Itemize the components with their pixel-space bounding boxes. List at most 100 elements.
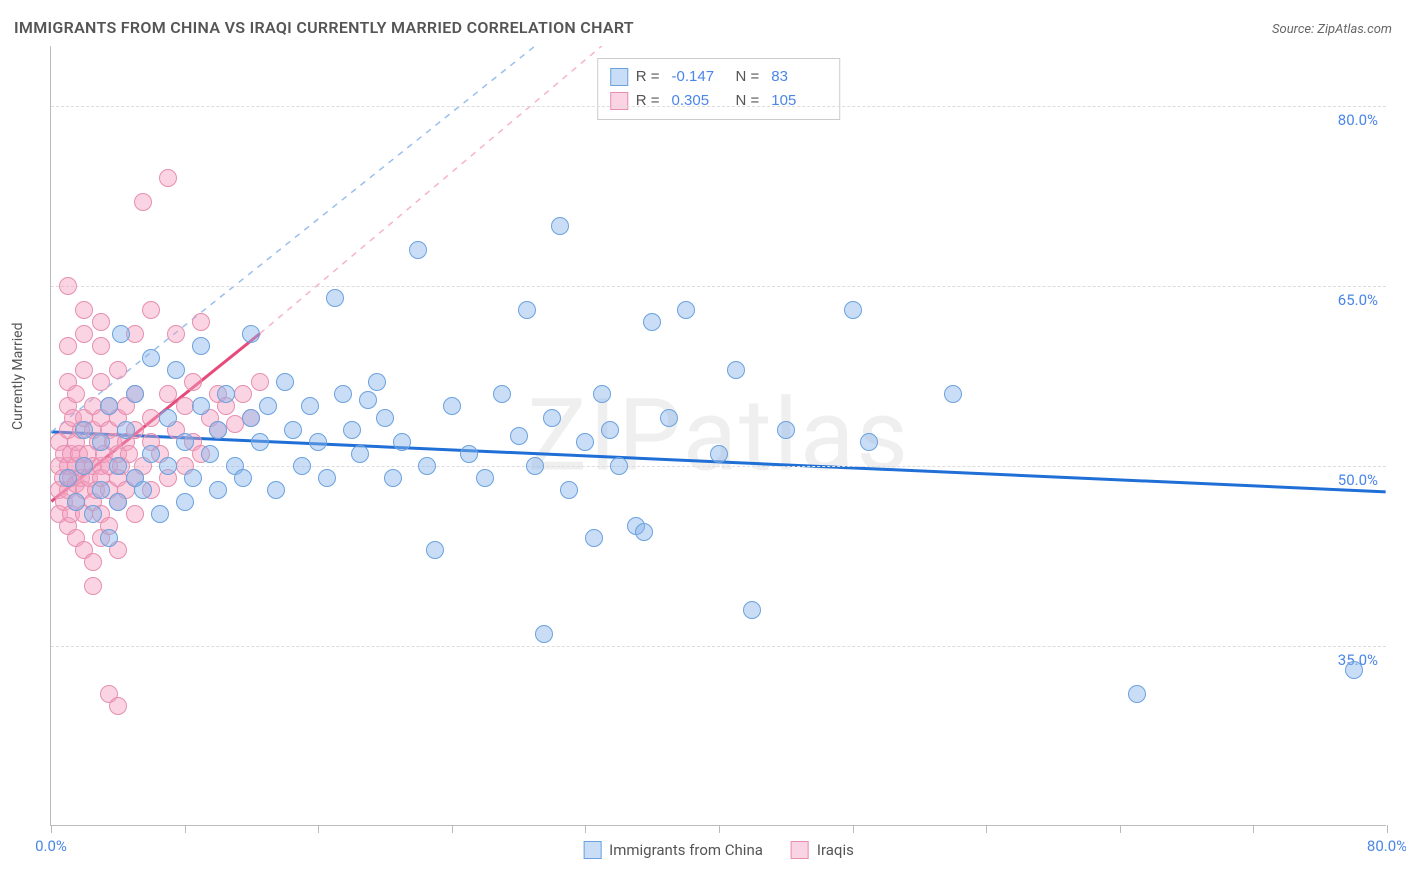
scatter-point: [176, 433, 194, 451]
trend-line: [260, 46, 602, 334]
scatter-point: [109, 361, 127, 379]
scatter-point: [610, 457, 628, 475]
scatter-point: [384, 469, 402, 487]
scatter-point: [192, 313, 210, 331]
scatter-point: [351, 445, 369, 463]
scatter-point: [309, 433, 327, 451]
scatter-point: [393, 433, 411, 451]
scatter-point: [159, 409, 177, 427]
scatter-point: [192, 397, 210, 415]
scatter-point: [944, 385, 962, 403]
scatter-point: [192, 337, 210, 355]
scatter-point: [75, 301, 93, 319]
scatter-point: [334, 385, 352, 403]
scatter-point: [376, 409, 394, 427]
legend-label: Iraqis: [817, 841, 854, 859]
scatter-point: [418, 457, 436, 475]
scatter-point: [59, 469, 77, 487]
scatter-point: [112, 325, 130, 343]
scatter-point: [259, 397, 277, 415]
scatter-point: [476, 469, 494, 487]
legend-label: Immigrants from China: [609, 841, 763, 859]
x-tick: [318, 825, 319, 833]
scatter-point: [359, 391, 377, 409]
swatch-icon: [791, 841, 809, 859]
stat-value: 83: [771, 65, 827, 89]
scatter-point: [142, 409, 160, 427]
scatter-point: [217, 385, 235, 403]
x-tick: [853, 825, 854, 833]
scatter-point: [176, 493, 194, 511]
scatter-point: [318, 469, 336, 487]
scatter-point: [293, 457, 311, 475]
scatter-point: [84, 553, 102, 571]
scatter-point: [242, 409, 260, 427]
y-axis-label: Currently Married: [10, 323, 26, 430]
stat-value: -0.147: [672, 65, 728, 89]
scatter-point: [159, 457, 177, 475]
scatter-point: [576, 433, 594, 451]
source-label: Source: ZipAtlas.com: [1272, 22, 1392, 37]
scatter-point: [159, 385, 177, 403]
stats-row: R = -0.147 N = 83: [610, 65, 828, 89]
scatter-point: [535, 625, 553, 643]
scatter-point: [368, 373, 386, 391]
scatter-point: [84, 505, 102, 523]
scatter-point: [493, 385, 511, 403]
scatter-point: [601, 421, 619, 439]
scatter-point: [176, 397, 194, 415]
scatter-point: [59, 277, 77, 295]
scatter-point: [234, 385, 252, 403]
swatch-icon: [610, 92, 628, 110]
scatter-point: [92, 433, 110, 451]
x-tick: [185, 825, 186, 833]
x-tick: [986, 825, 987, 833]
scatter-point: [543, 409, 561, 427]
scatter-point: [593, 385, 611, 403]
scatter-point: [134, 481, 152, 499]
scatter-point: [201, 445, 219, 463]
scatter-point: [660, 409, 678, 427]
scatter-point: [460, 445, 478, 463]
stats-row: R = 0.305 N = 105: [610, 89, 828, 113]
stat-label: N =: [736, 89, 760, 113]
stats-box: R = -0.147 N = 83 R = 0.305 N = 105: [597, 58, 841, 120]
scatter-point: [301, 397, 319, 415]
scatter-point: [184, 373, 202, 391]
scatter-point: [643, 313, 661, 331]
grid-line: [51, 106, 1386, 107]
scatter-point: [100, 397, 118, 415]
scatter-point: [560, 481, 578, 499]
scatter-point: [727, 361, 745, 379]
scatter-point: [251, 373, 269, 391]
scatter-point: [67, 385, 85, 403]
scatter-point: [518, 301, 536, 319]
scatter-point: [92, 373, 110, 391]
scatter-point: [1128, 685, 1146, 703]
scatter-point: [510, 427, 528, 445]
grid-line: [51, 646, 1386, 647]
stat-label: R =: [636, 89, 660, 113]
scatter-point: [209, 421, 227, 439]
scatter-point: [126, 385, 144, 403]
scatter-point: [117, 421, 135, 439]
scatter-point: [75, 457, 93, 475]
scatter-point: [59, 337, 77, 355]
scatter-point: [209, 481, 227, 499]
scatter-point: [75, 361, 93, 379]
x-tick: [452, 825, 453, 833]
scatter-point: [67, 493, 85, 511]
scatter-point: [1345, 661, 1363, 679]
y-tick-label: 50.0%: [1338, 471, 1378, 489]
stat-label: N =: [736, 65, 760, 89]
scatter-point: [142, 349, 160, 367]
scatter-point: [343, 421, 361, 439]
trend-lines-layer: [51, 46, 1386, 825]
x-tick: [585, 825, 586, 833]
x-tick: [1387, 825, 1388, 833]
scatter-point: [251, 433, 269, 451]
scatter-point: [635, 523, 653, 541]
scatter-point: [409, 241, 427, 259]
scatter-point: [710, 445, 728, 463]
scatter-point: [159, 169, 177, 187]
